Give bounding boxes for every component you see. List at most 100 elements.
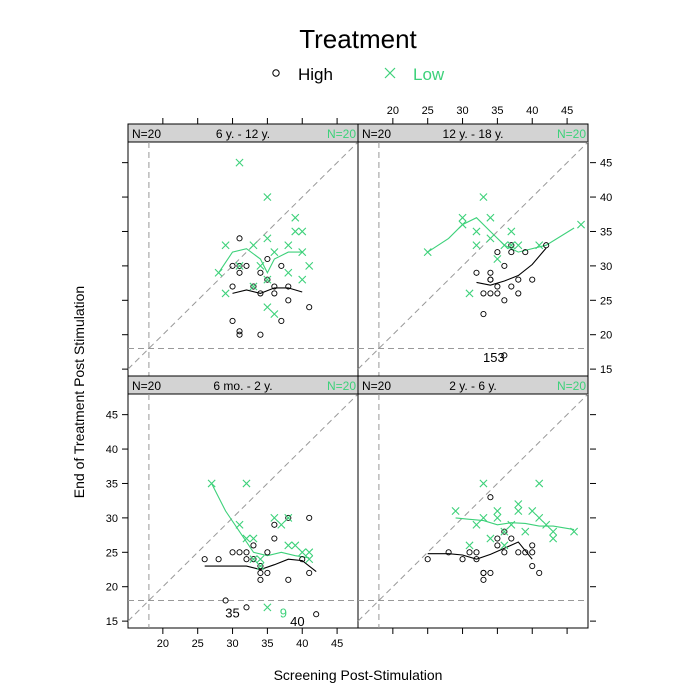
low-point — [493, 513, 502, 522]
low-smooth-line — [218, 248, 303, 275]
x-tick-label: 20 — [157, 638, 169, 650]
low-point — [235, 261, 244, 270]
x-tick-label: 30 — [226, 638, 238, 650]
low-point — [479, 513, 488, 522]
panel-frame — [127, 141, 359, 377]
low-point — [507, 241, 516, 250]
x-tick-label: 40 — [526, 105, 538, 117]
low-point — [507, 227, 516, 236]
low-point — [298, 227, 307, 236]
high-point — [215, 556, 222, 563]
strip-n-high: N=20 — [362, 379, 391, 393]
y-axis-left: 15 20 25 30 35 40 45 — [106, 162, 128, 628]
high-point — [473, 549, 480, 556]
low-point — [291, 227, 300, 236]
high-point — [306, 514, 313, 521]
high-point — [201, 556, 208, 563]
high-point — [250, 542, 257, 549]
low-point — [249, 241, 258, 250]
low-point — [263, 303, 272, 312]
low-point — [284, 241, 293, 250]
high-point — [480, 569, 487, 576]
low-point — [514, 241, 523, 250]
low-point — [305, 261, 314, 270]
low-point — [242, 479, 251, 488]
high-point — [236, 549, 243, 556]
panel-frame — [127, 393, 359, 629]
high-point — [445, 549, 452, 556]
x-tick-label: 40 — [296, 638, 308, 650]
high-point — [508, 535, 515, 542]
low-point — [549, 534, 558, 543]
low-smooth-line — [427, 217, 575, 253]
low-point — [263, 603, 272, 612]
low-point — [514, 500, 523, 509]
strip-panel-label: 6 y. - 12 y. — [216, 127, 270, 141]
high-point — [264, 549, 271, 556]
high-point — [285, 514, 292, 521]
x-tick-label: 45 — [561, 105, 573, 117]
high-point — [257, 331, 264, 338]
low-point — [535, 513, 544, 522]
high-point — [536, 569, 543, 576]
high-point — [229, 549, 236, 556]
point-annotation: 35 — [225, 606, 239, 621]
high-point — [285, 283, 292, 290]
low-point — [235, 520, 244, 529]
low-point — [493, 507, 502, 515]
high-smooth-line — [204, 558, 317, 573]
x-tick-label: 25 — [192, 638, 204, 650]
high-point — [243, 604, 250, 611]
low-point — [472, 241, 481, 250]
x-axis-top: 20 25 30 35 40 45 — [162, 105, 573, 124]
high-point — [271, 283, 278, 290]
panels-group: N=20 6 y. - 12 y. N=20 N=20 12 y. - 18 y. N=2… — [127, 123, 589, 629]
high-point — [271, 535, 278, 542]
high-point — [487, 269, 494, 276]
high-point — [473, 269, 480, 276]
high-point — [229, 317, 236, 324]
identity-line — [357, 141, 589, 370]
low-point — [577, 220, 586, 229]
high-point — [299, 556, 306, 563]
x-tick-label: 35 — [261, 638, 273, 650]
high-point — [501, 297, 508, 304]
low-point — [298, 248, 307, 257]
low-point — [298, 275, 307, 284]
low-point — [270, 310, 279, 319]
high-point — [480, 290, 487, 297]
low-point — [451, 507, 460, 515]
low-point — [249, 534, 258, 543]
high-point — [487, 494, 494, 501]
legend-high-label: High — [298, 65, 333, 84]
point-annotation: 153 — [483, 350, 505, 365]
high-point — [278, 317, 285, 324]
low-point — [458, 213, 467, 222]
panel-2: N=20 6 mo. - 2 y. N=20 35 940 — [127, 375, 359, 629]
high-point — [257, 290, 264, 297]
high-point — [501, 528, 508, 535]
low-point — [486, 234, 495, 243]
y-tick-label: 25 — [600, 295, 612, 307]
low-point — [284, 513, 293, 522]
high-point — [487, 569, 494, 576]
identity-line — [127, 393, 359, 622]
strip-panel-label: 6 mo. - 2 y. — [213, 379, 272, 393]
reference-lines — [127, 141, 359, 376]
high-point — [285, 297, 292, 304]
low-point — [472, 520, 481, 529]
high-point — [480, 576, 487, 583]
high-point — [529, 276, 536, 283]
low-point — [207, 479, 216, 488]
high-point — [236, 331, 243, 338]
high-point — [487, 276, 494, 283]
high-point — [236, 235, 243, 242]
y-tick-label: 35 — [600, 226, 612, 238]
point-annotation: 40 — [290, 614, 304, 629]
panel-frame — [357, 393, 589, 629]
low-point — [221, 289, 230, 298]
low-point — [542, 520, 551, 529]
low-point — [507, 520, 516, 529]
low-point — [270, 513, 279, 522]
